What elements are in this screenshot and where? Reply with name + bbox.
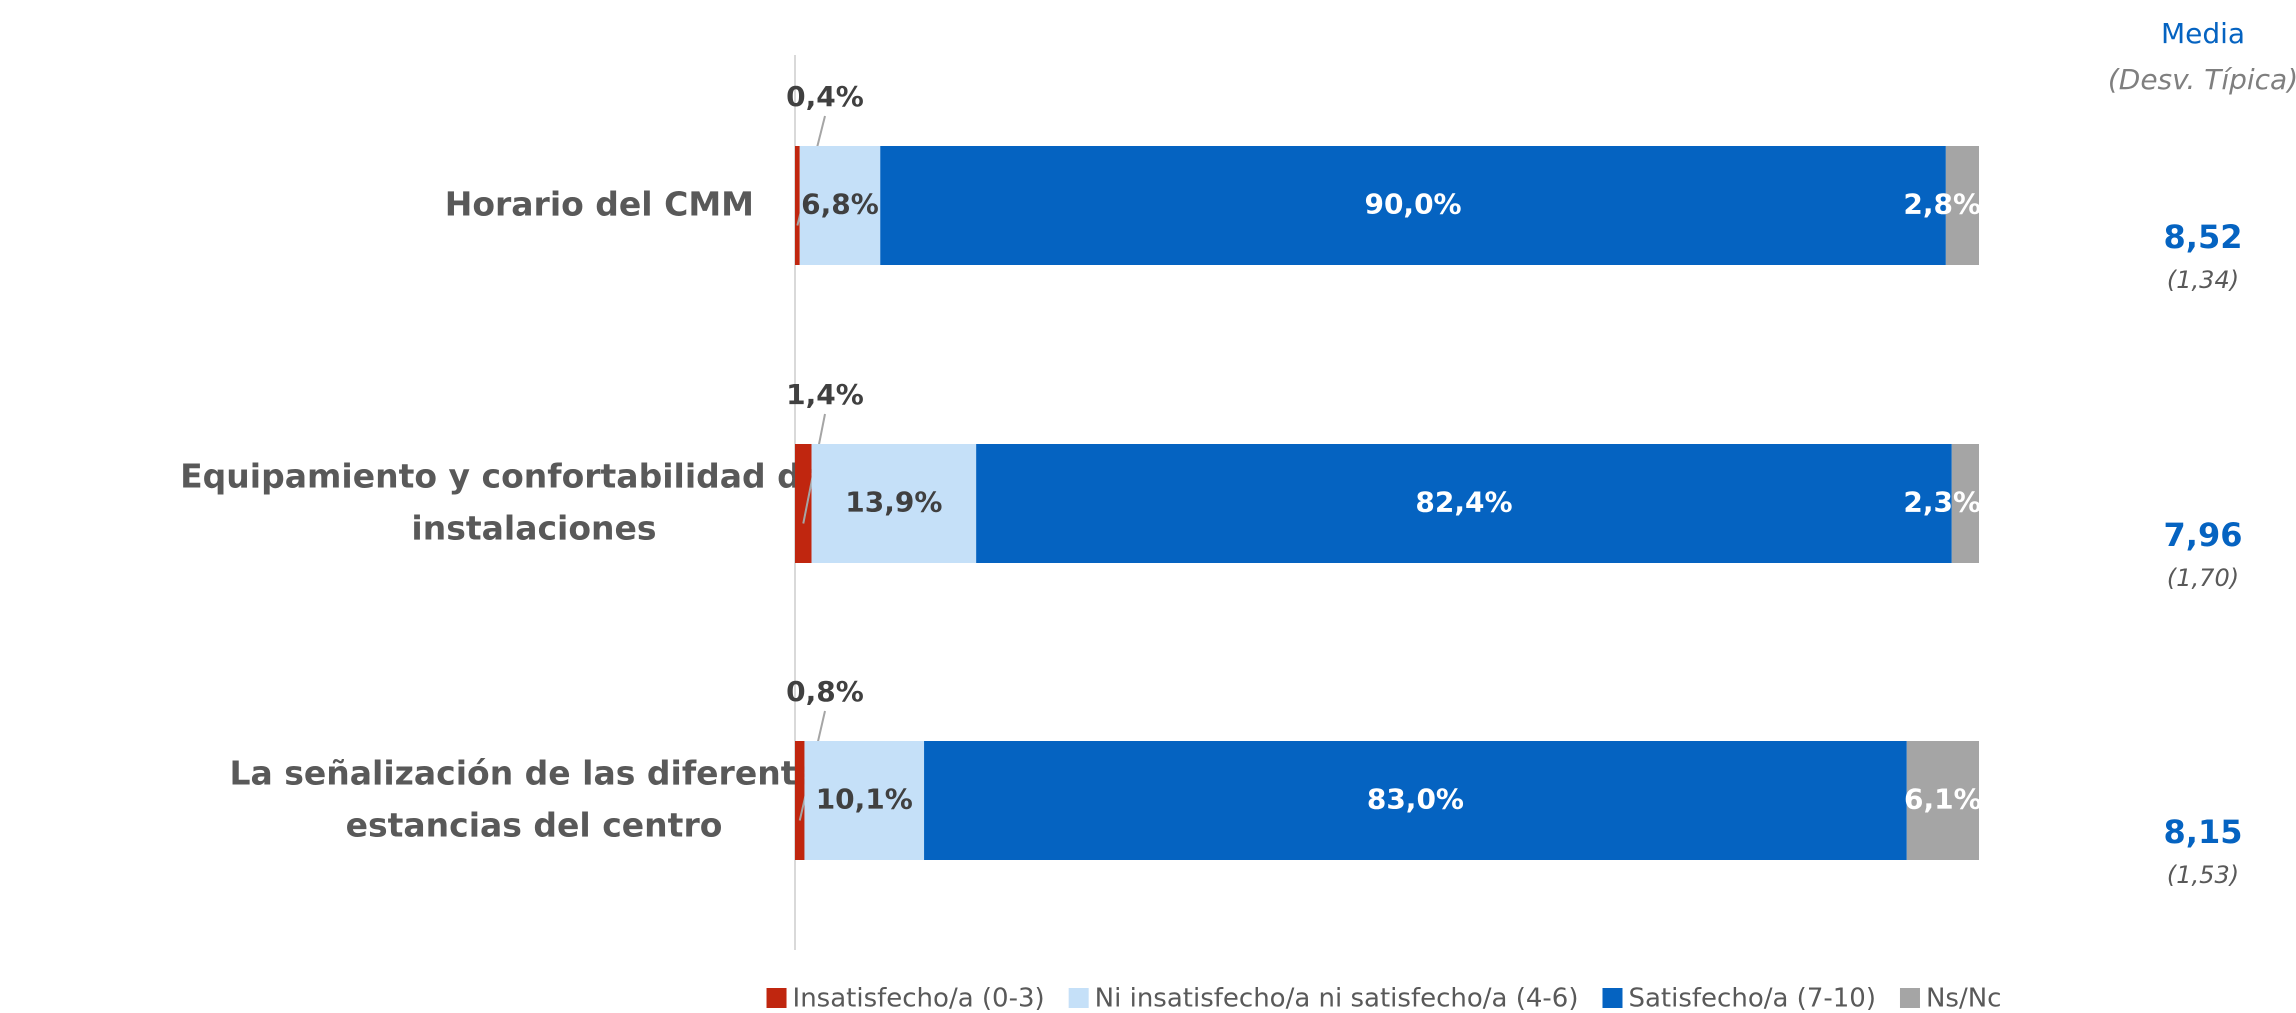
- legend-label: Satisfecho/a (7-10): [1628, 984, 1875, 1013]
- legend-item: Insatisfecho/a (0-3): [766, 984, 1045, 1013]
- data-label: 90,0%: [1364, 188, 1461, 221]
- bar-segment: [804, 741, 925, 860]
- bar-segment: [1951, 444, 1979, 563]
- data-label: 83,0%: [1367, 783, 1464, 816]
- data-label: 1,4%: [786, 378, 864, 411]
- bar-segment: [795, 146, 800, 265]
- bar-segment: [1945, 146, 1979, 265]
- legend-item: Ns/Nc: [1899, 984, 2002, 1013]
- data-label: 10,1%: [816, 783, 913, 816]
- category-label: Horario del CMM: [445, 184, 754, 223]
- legend-label: Ni insatisfecho/a ni satisfecho/a (4-6): [1095, 984, 1579, 1013]
- bar-segment: [799, 146, 881, 265]
- legend-swatch: [1602, 988, 1623, 1008]
- legend-label: Insatisfecho/a (0-3): [793, 984, 1045, 1013]
- data-label: 2,8%: [1903, 188, 1981, 221]
- mean-header: Media: [2161, 17, 2245, 50]
- legend-item: Satisfecho/a (7-10): [1602, 984, 1876, 1013]
- legend-swatch: [766, 988, 787, 1008]
- bar-segment: [880, 146, 1946, 265]
- bar-segment: [795, 444, 812, 563]
- data-label: 6,1%: [1904, 783, 1982, 816]
- bar-segment: [924, 741, 1907, 860]
- data-label: 6,8%: [801, 188, 879, 221]
- data-label: 0,4%: [786, 80, 864, 113]
- legend-swatch: [1068, 988, 1089, 1008]
- mean-value: 8,15: [2164, 813, 2243, 851]
- mean-value: 7,96: [2164, 516, 2243, 554]
- category-label: Equipamiento y confortabilidad de las ins…: [180, 456, 888, 547]
- data-label: 13,9%: [845, 486, 942, 519]
- sd-value: (1,70): [2167, 564, 2239, 592]
- sd-header: (Desv. Típica): [2108, 63, 2296, 96]
- data-label: 82,4%: [1415, 486, 1512, 519]
- bar-segment: [976, 444, 1952, 563]
- data-label: 0,8%: [786, 675, 864, 708]
- bar-segment: [1906, 741, 1979, 860]
- legend-swatch: [1899, 988, 1920, 1008]
- mean-value: 8,52: [2164, 218, 2243, 256]
- sd-value: (1,53): [2167, 861, 2239, 889]
- data-label: 2,3%: [1903, 486, 1981, 519]
- legend-item: Ni insatisfecho/a ni satisfecho/a (4-6): [1068, 984, 1579, 1013]
- bar-segment: [811, 444, 977, 563]
- sd-value: (1,34): [2167, 266, 2239, 294]
- bar-segment: [795, 741, 805, 860]
- legend-label: Ns/Nc: [1926, 984, 2002, 1013]
- category-label: La señalización de las diferentes estanci…: [229, 753, 838, 844]
